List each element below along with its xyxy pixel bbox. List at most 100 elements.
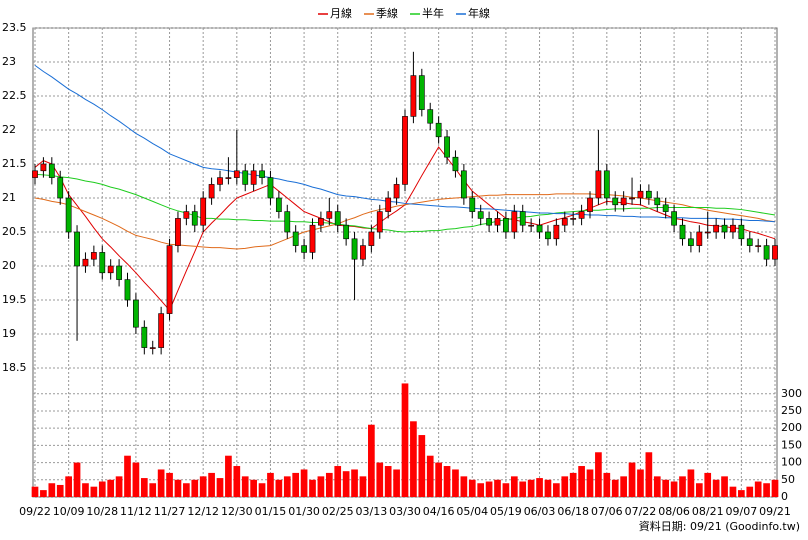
- candle-body: [124, 279, 131, 301]
- volume-bar: [359, 476, 367, 497]
- candle-body: [763, 245, 770, 260]
- moving-average-line: [34, 64, 776, 223]
- candle-body: [343, 224, 350, 240]
- candle-body: [721, 224, 728, 233]
- candle-body: [755, 245, 762, 247]
- candle-body: [561, 218, 568, 226]
- source-note: 資料日期: 09/21 (Goodinfo.tw): [639, 519, 800, 533]
- volume-bar: [452, 469, 459, 497]
- x-tick-label: 05/19: [490, 505, 522, 518]
- volume-bar: [82, 483, 89, 497]
- x-tick-label: 03/13: [356, 505, 388, 518]
- volume-bar: [670, 481, 678, 497]
- candle-body: [503, 218, 509, 233]
- volume-bar: [586, 469, 594, 497]
- volume-bar: [73, 462, 81, 497]
- volume-bar: [653, 476, 661, 497]
- volume-bar: [662, 479, 670, 497]
- candle-body: [116, 265, 122, 280]
- volume-bar: [325, 472, 333, 497]
- y-tick-label: 19.5: [2, 293, 27, 306]
- volume-bar: [208, 472, 215, 497]
- volume-bar: [149, 483, 157, 497]
- volume-bar: [250, 479, 257, 497]
- candle-body: [570, 218, 577, 220]
- volume-bar: [603, 472, 611, 497]
- legend-label: 半年: [422, 6, 444, 20]
- volume-bar: [679, 476, 686, 497]
- volume-bar: [595, 452, 602, 497]
- volume-bar: [283, 476, 291, 497]
- candle-body: [654, 197, 661, 206]
- candle-body: [595, 170, 602, 199]
- y2-tick-label: 250: [781, 404, 802, 417]
- candle-body: [418, 75, 425, 110]
- volume-bar: [300, 469, 308, 497]
- candle-body: [309, 224, 316, 253]
- candle-body: [587, 197, 593, 212]
- x-tick-label: 09/21: [759, 505, 791, 518]
- volume-bar: [460, 476, 468, 497]
- candle-body: [158, 313, 165, 348]
- candle-body: [326, 211, 333, 219]
- volume-bar: [199, 476, 207, 497]
- volume-bar: [729, 486, 737, 497]
- volume-bar: [317, 476, 325, 497]
- candle-body: [99, 252, 106, 274]
- candle-body: [578, 211, 585, 219]
- x-tick-label: 10/28: [86, 505, 118, 518]
- volume-bar: [771, 479, 779, 497]
- x-tick-label: 12/12: [187, 505, 219, 518]
- x-tick-label: 11/12: [120, 505, 152, 518]
- y-tick-label: 21: [2, 191, 16, 204]
- x-tick-label: 08/21: [692, 505, 724, 518]
- volume-bar: [645, 452, 653, 497]
- candle-body: [376, 211, 383, 233]
- x-tick-label: 10/09: [53, 505, 85, 518]
- volume-bar: [124, 455, 131, 497]
- x-tick-label: 02/25: [322, 505, 354, 518]
- volume-bar: [309, 479, 316, 497]
- volume-bar: [241, 476, 249, 497]
- candle-body: [772, 245, 778, 260]
- volume-bar: [65, 476, 72, 497]
- candle-body: [393, 184, 400, 199]
- volume-bar: [115, 476, 123, 497]
- candle-body: [200, 197, 207, 226]
- candle-body: [107, 265, 114, 274]
- x-tick-label: 09/22: [19, 505, 51, 518]
- candle-body: [679, 224, 686, 240]
- volume-bar: [368, 424, 375, 497]
- candle-body: [40, 163, 47, 172]
- volume-bar: [426, 455, 434, 497]
- legend-label: 月線: [330, 6, 352, 20]
- volume-bar: [510, 476, 518, 497]
- x-tick-label: 07/06: [591, 505, 623, 518]
- moving-average-line: [34, 193, 776, 250]
- candle-body: [360, 245, 366, 260]
- candle-body: [141, 326, 148, 348]
- candle-body: [351, 238, 358, 260]
- volume-bar: [494, 479, 501, 497]
- candle-body: [629, 197, 635, 200]
- x-tick-label: 03/30: [389, 505, 421, 518]
- candle-body: [528, 224, 535, 227]
- volume-bar: [485, 481, 493, 497]
- volume-bar: [536, 478, 543, 497]
- volume-bar: [292, 472, 300, 497]
- candle-body: [460, 170, 467, 199]
- volume-bar: [435, 462, 442, 497]
- volume-bar: [561, 476, 569, 497]
- candle-body: [553, 224, 560, 240]
- y-tick-label: 23: [2, 55, 16, 68]
- candle-body: [267, 177, 274, 199]
- volume-bar: [738, 490, 745, 497]
- candle-body: [444, 136, 450, 158]
- volume-bar: [569, 472, 577, 497]
- volume-bar: [342, 471, 350, 497]
- candle-body: [688, 238, 694, 246]
- volume-bar: [754, 481, 762, 497]
- volume-bar: [401, 383, 409, 497]
- volume-bar: [468, 479, 476, 497]
- candle-body: [48, 163, 55, 178]
